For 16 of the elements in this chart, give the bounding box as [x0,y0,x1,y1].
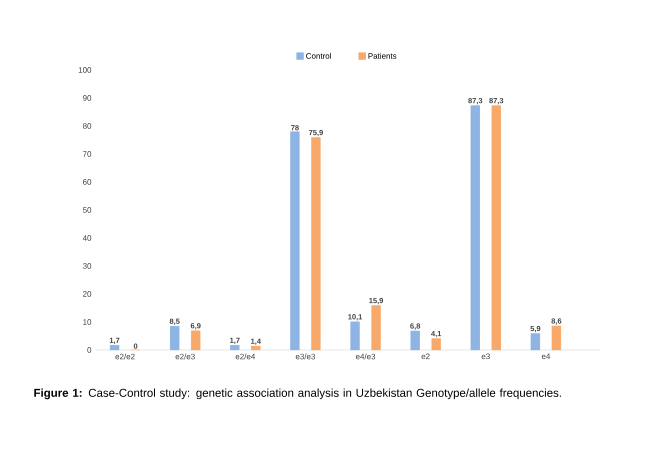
bar [552,326,562,350]
bar [530,333,540,350]
bar [170,326,180,350]
bar [230,345,240,350]
bar [190,330,200,350]
bar [110,345,120,350]
bar [251,346,261,350]
bar [350,322,360,350]
bar [290,131,300,350]
text: Figure 1: Case-Control study: genetic association analysis in Uzbekistan Genotype/allele frequencies. [34,388,561,400]
bar [371,305,381,350]
bar [431,338,441,350]
bar [410,330,420,350]
bar [311,137,321,350]
bar [492,105,501,350]
bar [470,105,480,350]
